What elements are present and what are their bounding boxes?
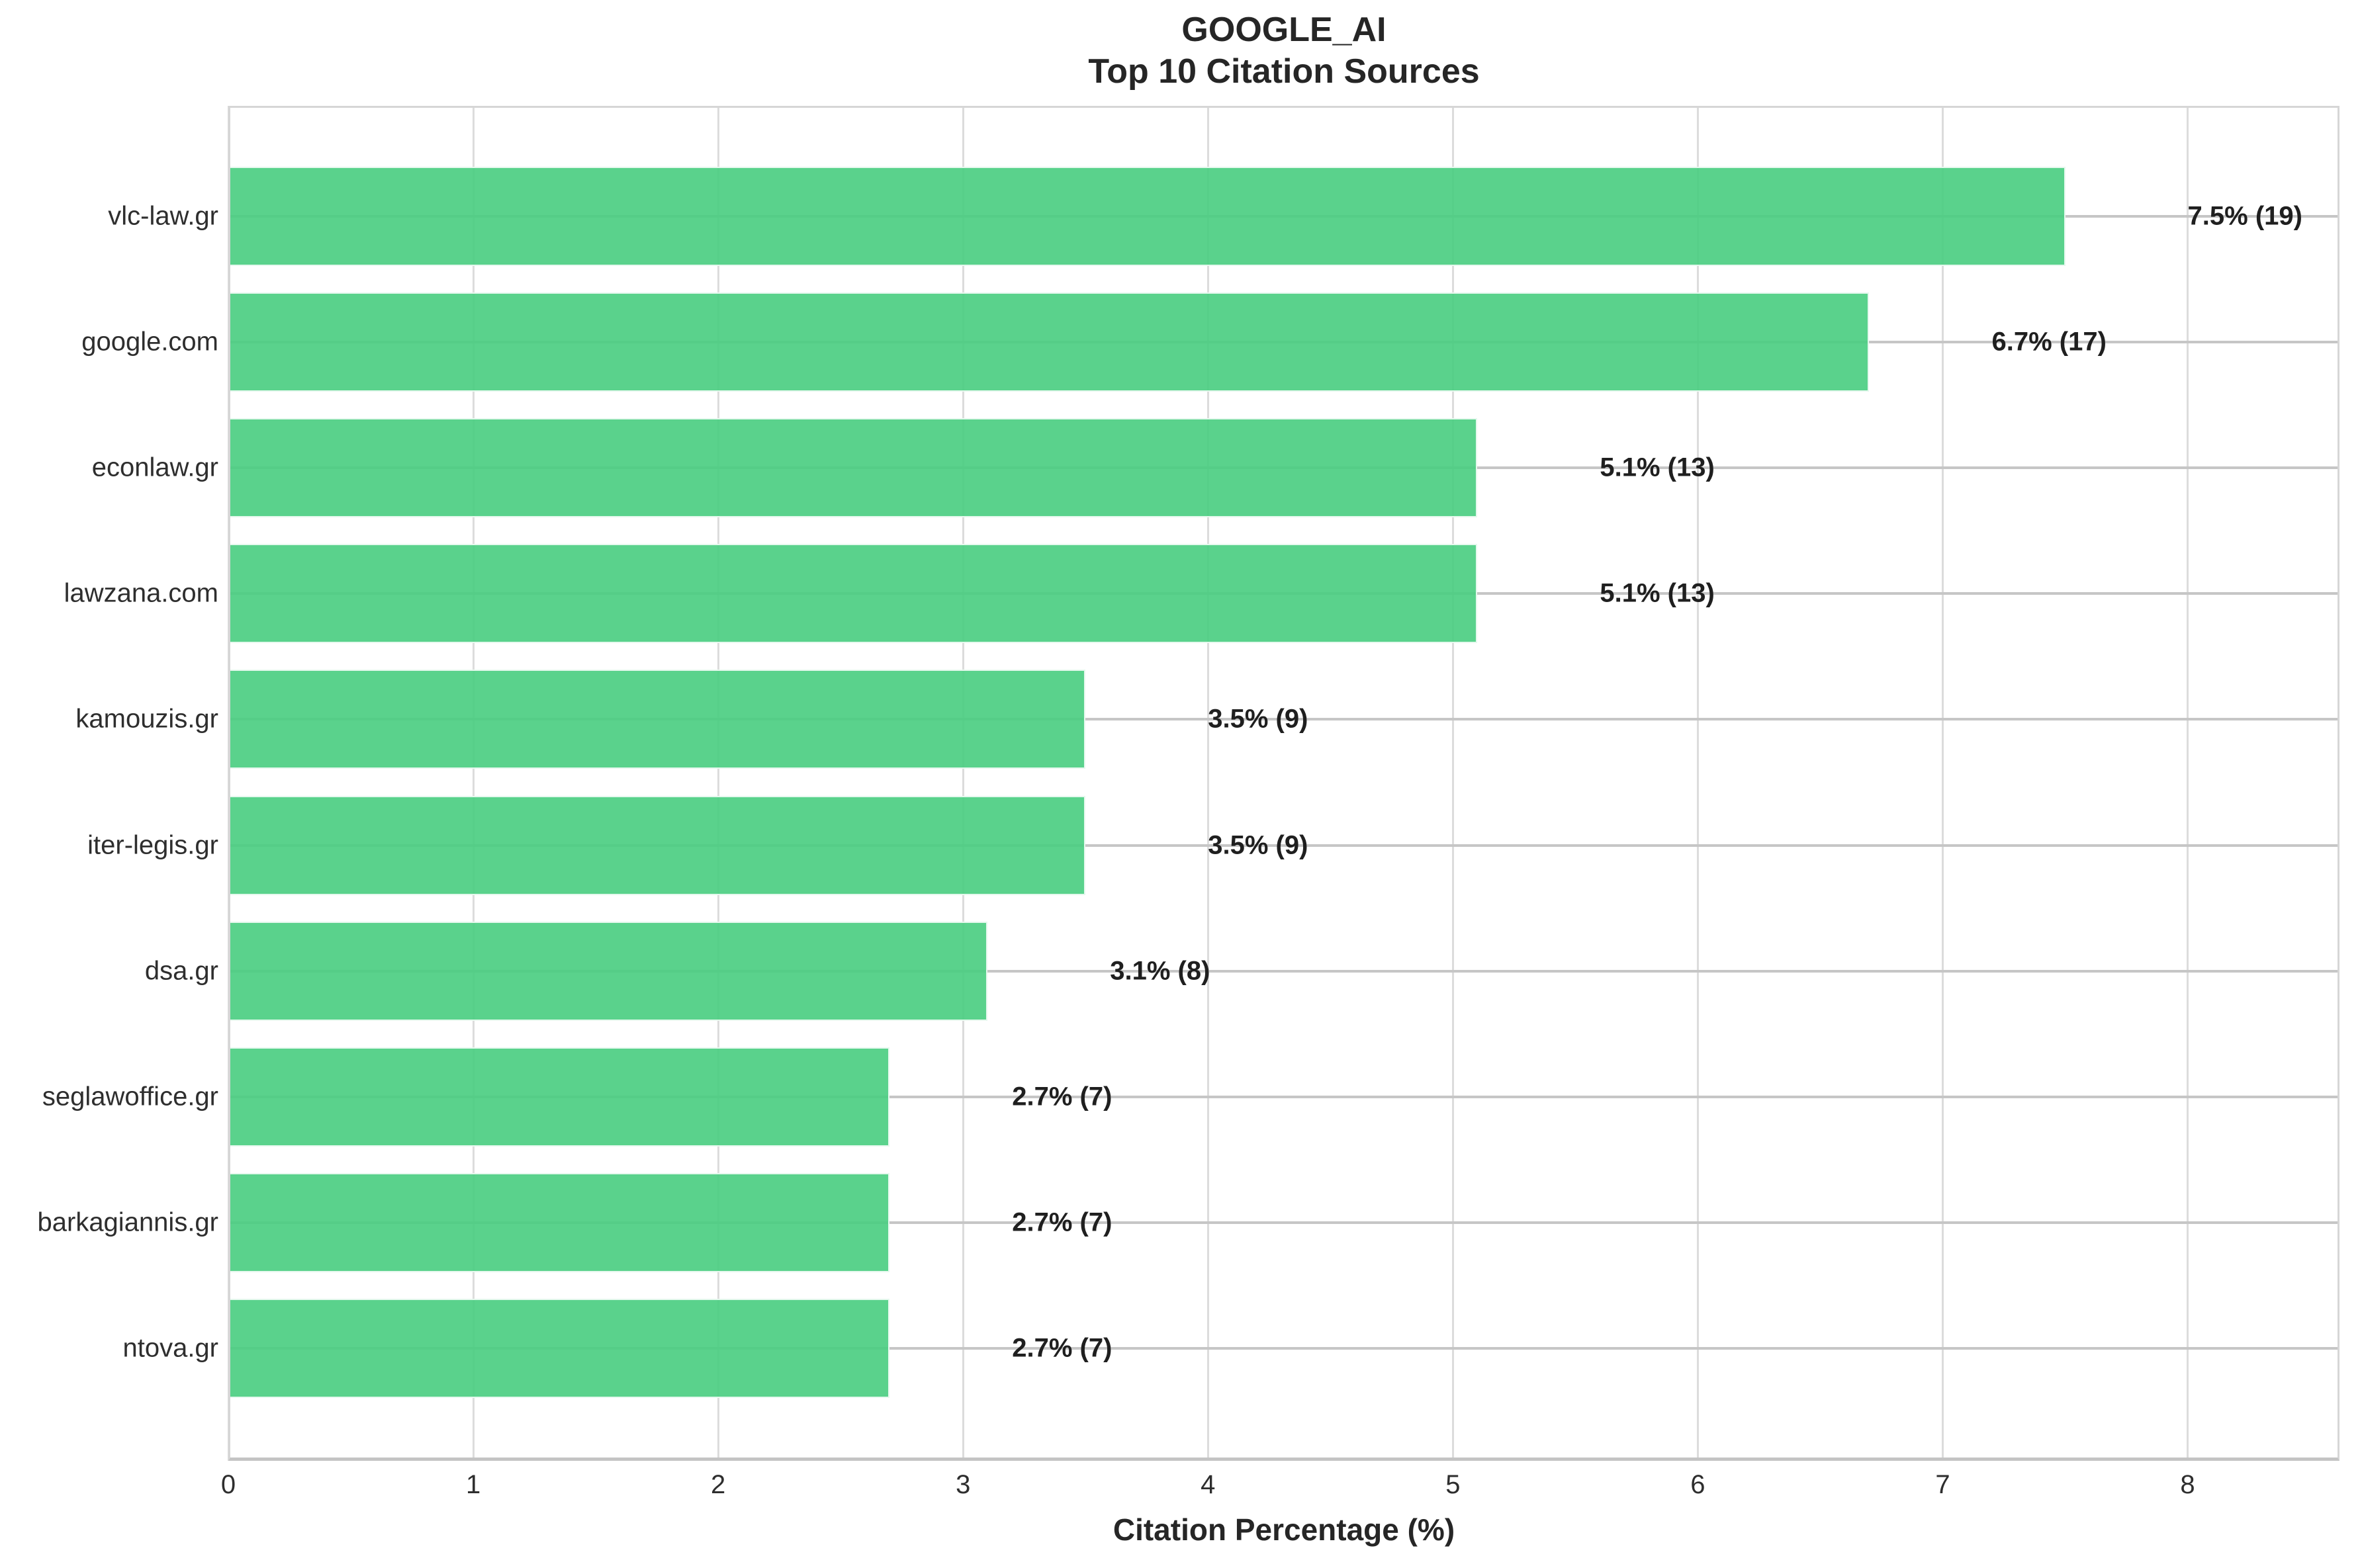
- bar: [228, 292, 1870, 392]
- bar: [228, 544, 1478, 644]
- bar-value-label: 3.5% (9): [1208, 704, 1308, 734]
- x-tick-label: 2: [711, 1470, 726, 1499]
- bar-value-label: 3.5% (9): [1208, 830, 1308, 859]
- x-gridline: [962, 106, 964, 1461]
- category-label: econlaw.gr: [91, 453, 218, 482]
- category-label: ntova.gr: [122, 1333, 218, 1363]
- bar: [228, 921, 988, 1021]
- x-axis-title: Citation Percentage (%): [1113, 1512, 1455, 1547]
- x-tick-label: 1: [465, 1470, 481, 1499]
- x-gridline: [1941, 106, 1944, 1461]
- category-label: lawzana.com: [64, 578, 218, 608]
- y-gridline: [228, 1346, 2339, 1350]
- x-gridline: [472, 106, 475, 1461]
- y-gridline: [228, 969, 2339, 973]
- bar: [228, 167, 2066, 266]
- category-label: vlc-law.gr: [108, 201, 218, 231]
- category-label: dsa.gr: [144, 956, 218, 986]
- bar-value-label: 2.7% (7): [1012, 1082, 1113, 1111]
- x-gridline: [717, 106, 719, 1461]
- x-tick-label: 4: [1201, 1470, 1216, 1499]
- x-gridline: [2187, 106, 2189, 1461]
- bar-value-label: 7.5% (19): [2187, 201, 2302, 231]
- x-tick-label: 0: [220, 1470, 236, 1499]
- bar-value-label: 2.7% (7): [1012, 1333, 1113, 1363]
- chart-title-block: GOOGLE_AI Top 10 Citation Sources: [228, 9, 2339, 93]
- bar: [228, 1172, 890, 1272]
- plot-area: 7.5% (19) 6.7% (17) 5.1% (13) 5.1% (13) 3.5%…: [227, 106, 2339, 1461]
- x-gridline: [1206, 106, 1209, 1461]
- category-label: kamouzis.gr: [75, 704, 218, 734]
- y-gridline: [228, 1095, 2339, 1098]
- bar-value-label: 5.1% (13): [1600, 453, 1715, 482]
- x-gridline: [1696, 106, 1699, 1461]
- bar: [228, 1047, 890, 1147]
- x-tick-label: 5: [1445, 1470, 1461, 1499]
- bar-value-label: 3.1% (8): [1110, 956, 1210, 986]
- chart-subtitle: Top 10 Citation Sources: [1088, 52, 1480, 91]
- category-label: iter-legis.gr: [87, 830, 218, 859]
- bar-value-label: 5.1% (13): [1600, 578, 1715, 608]
- bar: [228, 418, 1478, 518]
- x-tick-label: 7: [1935, 1470, 1950, 1499]
- y-gridline: [228, 844, 2339, 847]
- bar: [228, 670, 1086, 769]
- x-tick-label: 8: [2180, 1470, 2195, 1499]
- y-gridline: [228, 1221, 2339, 1224]
- category-label: seglawoffice.gr: [42, 1082, 218, 1111]
- bar: [228, 1298, 890, 1398]
- y-gridline: [228, 718, 2339, 721]
- bar-value-label: 6.7% (17): [1991, 327, 2107, 357]
- chart-title: GOOGLE_AI: [1181, 11, 1386, 49]
- category-label: google.com: [81, 327, 218, 357]
- x-gridline: [1451, 106, 1454, 1461]
- bar: [228, 795, 1086, 895]
- x-tick-label: 3: [956, 1470, 971, 1499]
- category-label: barkagiannis.gr: [37, 1207, 219, 1237]
- x-tick-label: 6: [1690, 1470, 1705, 1499]
- bar-value-label: 2.7% (7): [1012, 1207, 1113, 1237]
